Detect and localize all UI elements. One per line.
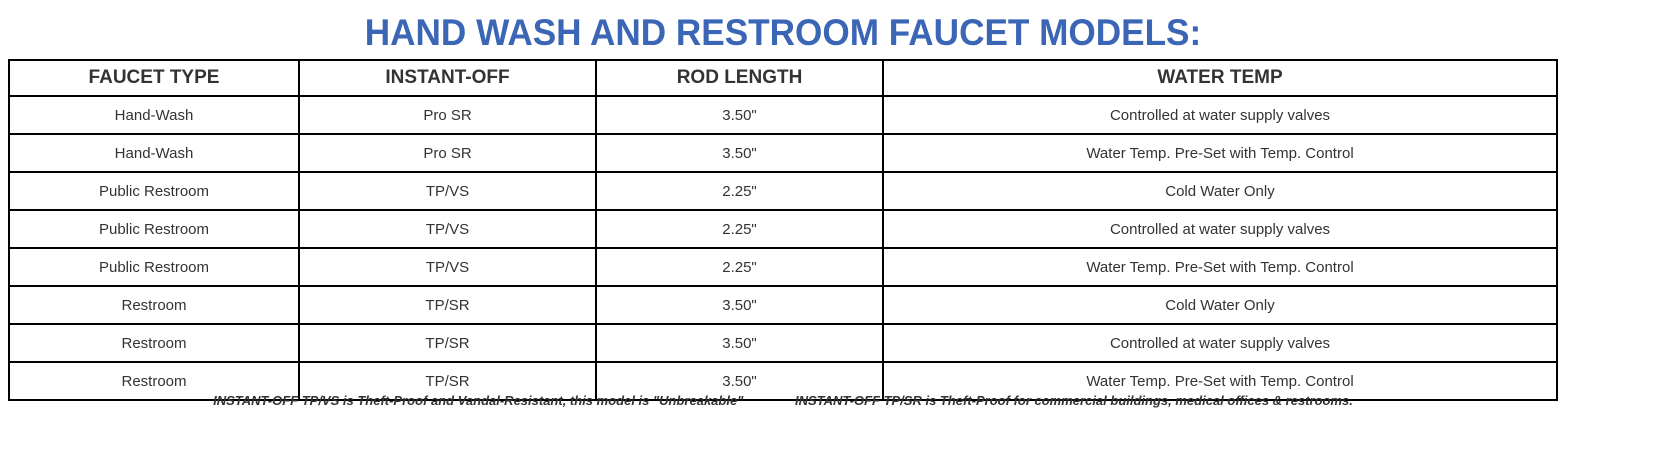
cell-faucet-type: Public Restroom (8, 209, 300, 249)
footnotes: INSTANT-OFF TP/VS is Theft-Proof and Van… (0, 393, 1566, 408)
cell-water-temp: Controlled at water supply valves (882, 209, 1558, 249)
table-row: Public Restroom TP/VS 2.25" Cold Water Only (8, 171, 1558, 211)
header-water-temp: WATER TEMP (882, 59, 1558, 97)
cell-instant-off: TP/VS (298, 209, 597, 249)
cell-water-temp: Cold Water Only (882, 285, 1558, 325)
cell-instant-off: TP/VS (298, 247, 597, 287)
cell-rod-length: 3.50" (595, 95, 884, 135)
cell-water-temp: Controlled at water supply valves (882, 323, 1558, 363)
table-row: Public Restroom TP/VS 2.25" Controlled at w… (8, 209, 1558, 249)
cell-instant-off: TP/VS (298, 171, 597, 211)
header-faucet-type: FAUCET TYPE (8, 59, 300, 97)
cell-faucet-type: Restroom (8, 285, 300, 325)
cell-rod-length: 3.50" (595, 361, 884, 401)
cell-faucet-type: Restroom (8, 323, 300, 363)
table-row: Restroom TP/SR 3.50" Cold Water Only (8, 285, 1558, 325)
cell-water-temp: Controlled at water supply valves (882, 95, 1558, 135)
cell-rod-length: 2.25" (595, 209, 884, 249)
header-instant-off: INSTANT-OFF (298, 59, 597, 97)
cell-faucet-type: Public Restroom (8, 171, 300, 211)
page-title: HAND WASH AND RESTROOM FAUCET MODELS: (364, 12, 1202, 53)
footnote-tpvs: INSTANT-OFF TP/VS is Theft-Proof and Van… (213, 393, 744, 408)
cell-rod-length: 3.50" (595, 133, 884, 173)
cell-water-temp: Water Temp. Pre-Set with Temp. Control (882, 247, 1558, 287)
cell-water-temp: Cold Water Only (882, 171, 1558, 211)
header-rod-length: ROD LENGTH (595, 59, 884, 97)
cell-rod-length: 3.50" (595, 285, 884, 325)
faucet-models-table: FAUCET TYPE INSTANT-OFF ROD LENGTH WATER… (8, 59, 1558, 401)
cell-rod-length: 3.50" (595, 323, 884, 363)
table-row: Restroom TP/SR 3.50" Controlled at water su… (8, 323, 1558, 363)
cell-instant-off: TP/SR (298, 361, 597, 401)
cell-instant-off: Pro SR (298, 133, 597, 173)
cell-instant-off: TP/SR (298, 323, 597, 363)
table-row: Restroom TP/SR 3.50" Water Temp. Pre-Set wi… (8, 361, 1558, 401)
table-row: Public Restroom TP/VS 2.25" Water Temp. Pre… (8, 247, 1558, 287)
table-row: Hand-Wash Pro SR 3.50" Water Temp. Pre-Set … (8, 133, 1558, 173)
cell-rod-length: 2.25" (595, 171, 884, 211)
table-row: Hand-Wash Pro SR 3.50" Controlled at water … (8, 95, 1558, 135)
table-header-row: FAUCET TYPE INSTANT-OFF ROD LENGTH WATER… (8, 59, 1558, 97)
cell-faucet-type: Restroom (8, 361, 300, 401)
cell-water-temp: Water Temp. Pre-Set with Temp. Control (882, 361, 1558, 401)
cell-instant-off: Pro SR (298, 95, 597, 135)
cell-faucet-type: Hand-Wash (8, 133, 300, 173)
cell-faucet-type: Public Restroom (8, 247, 300, 287)
cell-faucet-type: Hand-Wash (8, 95, 300, 135)
cell-water-temp: Water Temp. Pre-Set with Temp. Control (882, 133, 1558, 173)
footnote-tpsr: INSTANT-OFF TP/SR is Theft-Proof for com… (794, 393, 1353, 408)
cell-rod-length: 2.25" (595, 247, 884, 287)
cell-instant-off: TP/SR (298, 285, 597, 325)
